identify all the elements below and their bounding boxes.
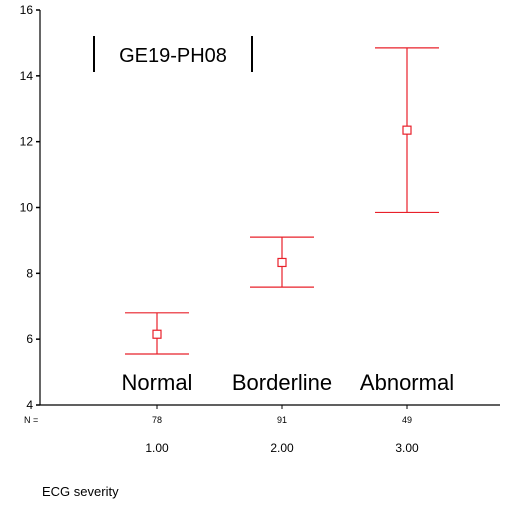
y-tick-label: 4 [26, 398, 33, 412]
x-axis: 78 1.00 Normal 91 2.00 Borderline 49 3.00 Abnorm… [40, 370, 500, 455]
n-prefix-label: N = [24, 415, 38, 425]
mean-marker [152, 329, 162, 339]
n-count-label: 91 [277, 415, 287, 425]
x-tick-label: 3.00 [395, 441, 419, 455]
y-tick-label: 12 [20, 135, 34, 149]
group-label: Borderline [232, 370, 332, 395]
x-tick-label: 1.00 [145, 441, 169, 455]
y-tick-label: 14 [20, 69, 34, 83]
group-label: Abnormal [360, 370, 454, 395]
n-count-label: 49 [402, 415, 412, 425]
x-tick-label: 2.00 [270, 441, 294, 455]
y-tick-label: 10 [20, 201, 34, 215]
mean-marker [402, 125, 412, 135]
y-tick-label: 16 [20, 3, 34, 17]
group-label: Normal [122, 370, 193, 395]
y-tick-label: 6 [26, 332, 33, 346]
chart-title: GE19-PH08 [119, 45, 227, 67]
y-tick-label: 8 [26, 266, 33, 280]
n-count-label: 78 [152, 415, 162, 425]
y-axis: 4 6 8 10 12 14 16 [20, 3, 41, 412]
mean-marker [277, 257, 287, 268]
x-axis-title: ECG severity [42, 484, 119, 499]
error-bars [125, 47, 439, 355]
